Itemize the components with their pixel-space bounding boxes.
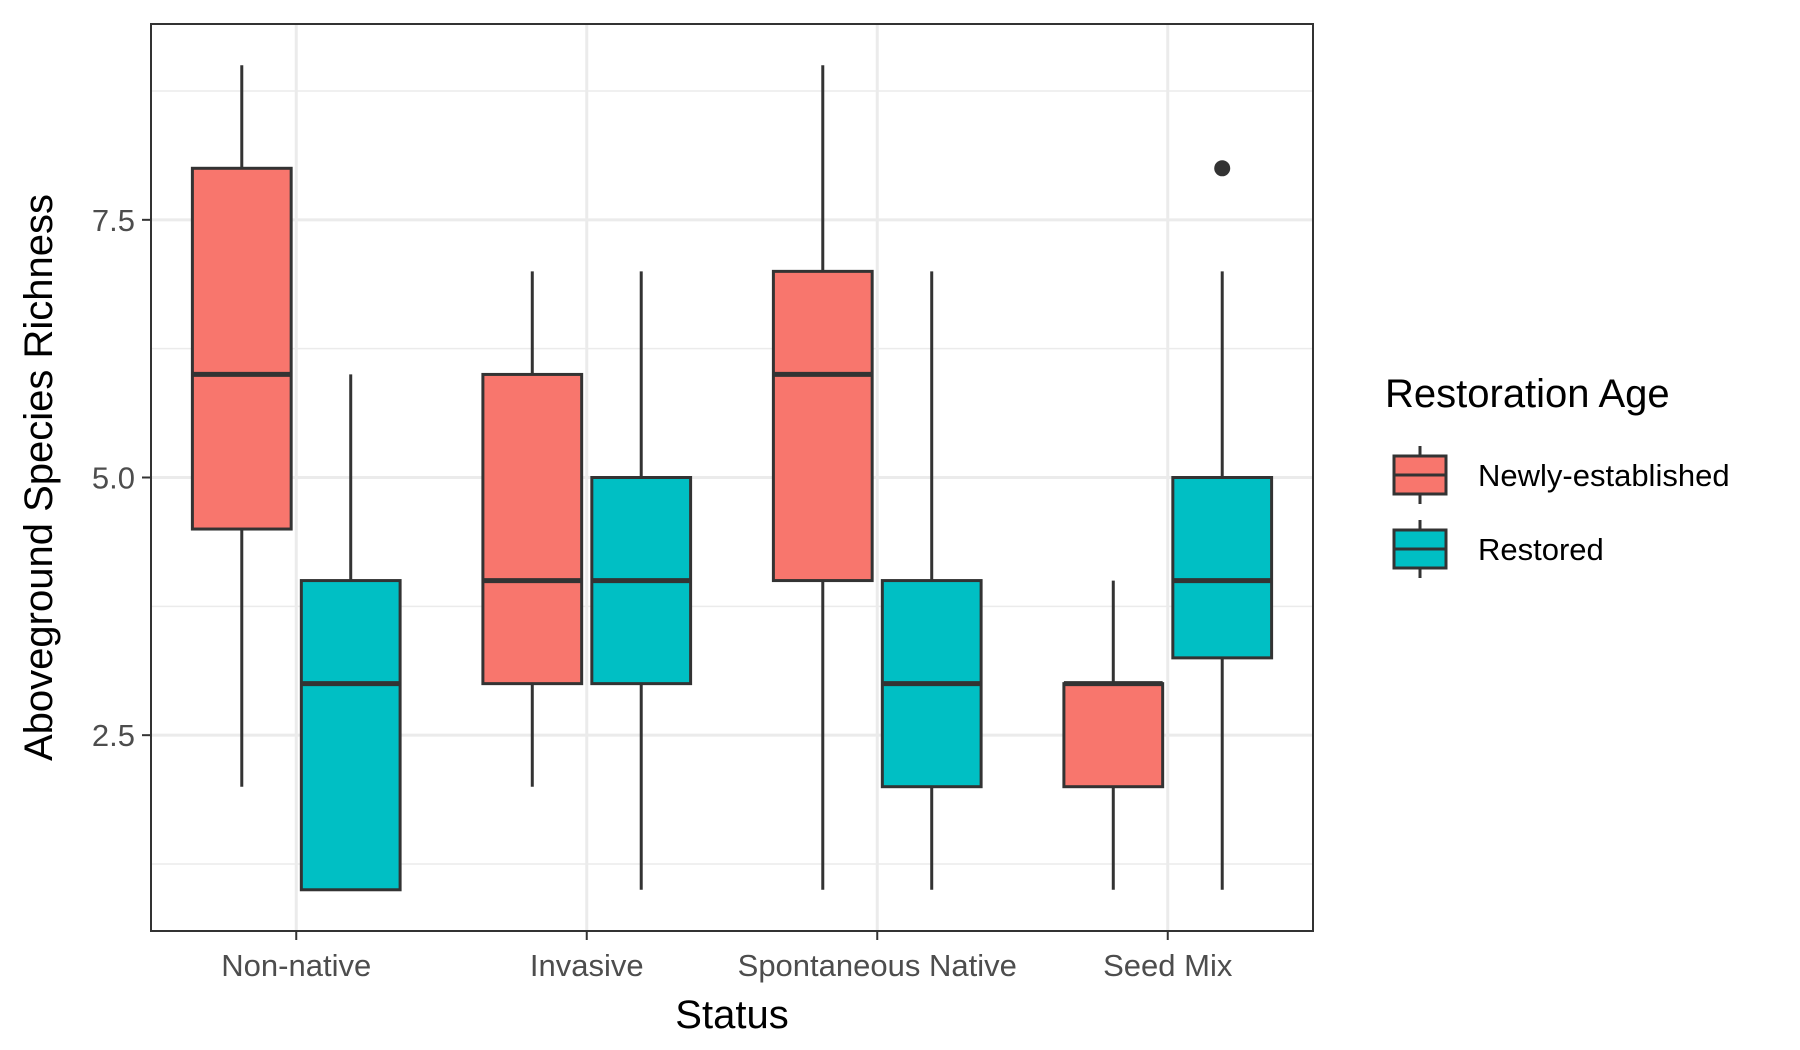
box-body <box>481 372 584 686</box>
box-restored-seed-mix <box>1171 160 1274 890</box>
grid-lines <box>151 24 1313 931</box>
box-body <box>771 269 874 583</box>
x-tick-label: Spontaneous Native <box>738 948 1017 983</box>
y-axis-title: Aboveground Species Richness <box>17 194 61 761</box>
legend-item-restored: Restored <box>1392 520 1604 578</box>
y-tick-label: 7.5 <box>92 203 135 238</box>
box-marks <box>190 65 1274 892</box>
x-tick-label: Invasive <box>530 948 644 983</box>
x-axis-title: Status <box>675 993 788 1037</box>
outlier-point <box>1214 160 1231 177</box>
y-tick-label: 2.5 <box>92 718 135 753</box>
x-tick-label: Seed Mix <box>1103 948 1233 983</box>
legend: Restoration Age Newly-established Restore… <box>1385 372 1730 578</box>
box-restored-invasive <box>590 271 693 890</box>
legend-item-newly-established: Newly-established <box>1392 446 1730 504</box>
box-body <box>1171 476 1274 660</box>
box-restored-spontaneous-native <box>880 271 983 890</box>
box-body <box>299 579 402 892</box>
box-newly-established-invasive <box>481 271 584 787</box>
box-body <box>1062 682 1165 789</box>
box-newly-established-spontaneous-native <box>771 65 874 890</box>
legend-title: Restoration Age <box>1385 372 1670 416</box>
axes: 2.5 5.0 7.5 Non-native Invasive Spontaneous N… <box>92 203 1233 983</box>
box-body <box>190 166 293 531</box>
box-newly-established-non-native <box>190 65 293 787</box>
x-tick-label: Non-native <box>221 948 371 983</box>
box-restored-non-native <box>299 374 402 892</box>
legend-label: Restored <box>1478 532 1604 567</box>
legend-label: Newly-established <box>1478 458 1730 493</box>
box-newly-established-seed-mix <box>1062 580 1165 890</box>
y-tick-label: 5.0 <box>92 461 135 496</box>
